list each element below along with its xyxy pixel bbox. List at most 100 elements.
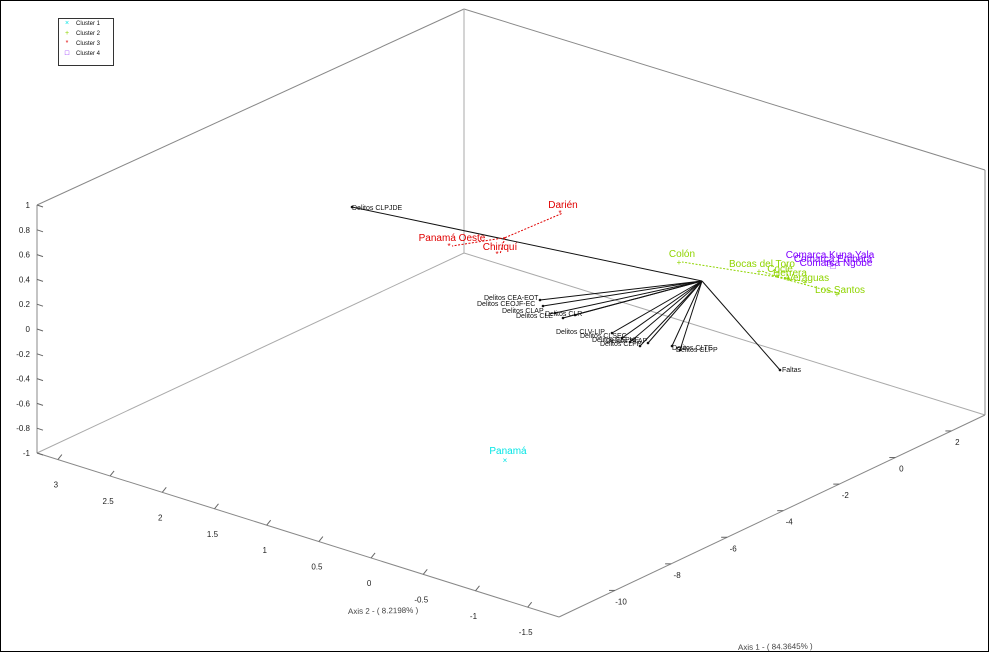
cluster-3-label: Cluster 3 [76,41,101,47]
vector-tip [678,348,682,352]
z-tick-label: -0.8 [16,424,30,433]
cluster-link [776,276,809,283]
z-tick-label: -0.4 [16,375,30,384]
variable-label: Faltas [782,367,802,374]
z-tick-label: 0.4 [19,275,31,284]
variable-label: Delitos CLSEC [580,333,627,340]
y-tick-mark [214,503,219,510]
x-tick-label: -6 [730,544,738,553]
y-axis-line [36,452,560,618]
point-marker: + [677,258,682,267]
cluster-3-marker: * [65,40,69,47]
variable-label: Delitos CEOJF-EC [477,301,535,308]
box-edge [36,252,465,454]
vector-tip [670,344,674,348]
point-marker: □ [825,258,830,267]
point-marker: + [757,267,762,276]
x-axis-label: Axis 1 - ( 84.3645% ) [738,642,813,652]
y-tick-mark [370,552,376,559]
cluster-points: ×Panamá+Colón+Bocas del Toro+Coclé+Herre… [419,200,875,465]
vector-tip [350,205,354,209]
legend-entry-3: * Cluster 3 [59,39,113,49]
y-tick-label: -0.5 [414,595,428,604]
variable-vector [611,280,703,334]
point-label: Panamá Oeste [419,233,486,244]
point-label: Panamá [489,446,527,457]
z-tick-mark [36,328,44,332]
cluster-link [832,263,837,267]
point-label: Darién [548,200,577,211]
z-tick-mark [36,427,44,431]
y-tick-mark [266,519,272,526]
variable-label: Delitos CLV-LIP [556,329,605,336]
box-edge [463,8,986,171]
y-axis-label: Axis 2 - ( 8.2198% ) [348,606,419,616]
y-tick-label: -1 [470,612,478,621]
x-tick-label: -8 [674,571,682,580]
y-tick-mark [161,487,167,493]
point-label: Chiriquí [483,242,518,253]
box-edge [463,252,986,416]
y-tick-mark [57,454,63,460]
vector-tip [638,344,642,348]
point-label: Los Santos [815,285,865,296]
cluster-1-marker: × [64,20,70,27]
z-tick-mark [36,353,44,357]
z-tick-label: 0.8 [19,226,31,235]
cluster-4-marker: □ [64,50,70,57]
y-tick-label: 0.5 [311,563,323,572]
legend-entry-4: □ Cluster 4 [59,49,113,59]
variable-vector [574,280,703,316]
cluster-link [451,237,506,247]
point-marker: □ [831,262,836,271]
variable-label: Delitos CLTE [672,345,713,352]
cluster-link [776,276,841,295]
variable-label: Delitos CEA-EOT [484,295,539,302]
cluster-2-label: Cluster 2 [76,31,101,37]
point-label: Coclé [767,264,793,275]
point-label: Veraguas [787,273,829,284]
variable-label: Delitos SLAP [606,338,648,345]
point-label: Bocas del Toro [729,259,795,270]
y-tick-label: 1 [262,546,267,555]
variable-vector [701,280,781,371]
point-label: Comarca Kuna Yala [786,250,875,261]
point-marker: * [495,250,498,259]
axis-ticks: 1 0.8 0.6 0.4 0.2 0 -0.2 -0.4 -0.6 -0.8 -1 3 2.5 2 1.5… [16,201,960,637]
x-tick-label: -2 [842,491,850,500]
point-label: Comarca Emberá [794,254,873,265]
variable-vector [621,280,703,339]
variable-vector [647,280,703,344]
vector-tip [610,331,614,335]
z-tick-mark [36,452,44,456]
variable-vector [671,280,703,347]
point-marker: + [803,278,808,287]
y-tick-mark [422,569,428,575]
x-tick-label: -10 [615,597,627,606]
x-axis-line [558,414,986,618]
legend-entry-2: + Cluster 2 [59,29,113,39]
z-tick-mark [36,402,44,406]
variable-vector [539,280,703,301]
legend: × Cluster 1 + Cluster 2 * Cluster 3 □ Cl… [58,18,114,66]
y-tick-mark [109,470,115,477]
x-tick-label: -4 [786,518,794,527]
point-marker: + [775,271,780,280]
variable-label: Delitos CLR [545,311,582,318]
variable-label: Delitos CLPP [676,347,718,354]
vector-tip [553,311,557,315]
vector-tip [628,340,632,344]
z-tick-label: -0.2 [16,350,30,359]
vector-tip [561,316,565,320]
point-label: Herrera [773,268,807,279]
point-marker: * [558,209,561,218]
cluster-1-label: Cluster 1 [76,21,101,27]
point-label: Colón [669,249,695,260]
variable-label: Delitos CLAP [502,308,544,315]
z-tick-label: 1 [26,201,31,210]
point-marker: × [503,456,508,465]
